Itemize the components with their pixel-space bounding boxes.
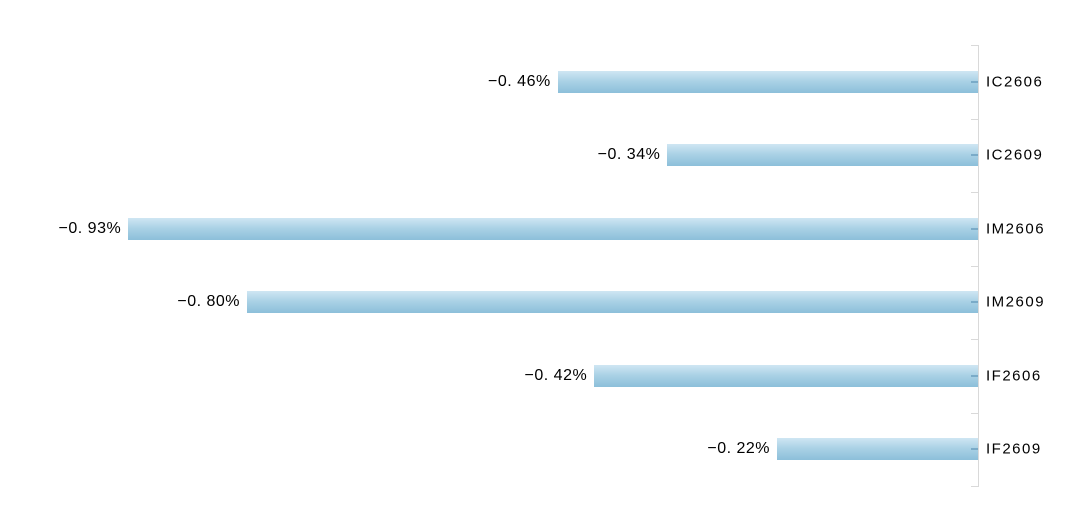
axis-tick [971,265,978,267]
bar-row-im2609: −0. 80% IM2609 [0,266,1080,340]
category-axis-line [978,45,979,487]
bar-row-im2606: −0. 93% IM2606 [0,192,1080,266]
bar-if2606 [594,364,978,387]
category-label-if2609: IF2609 [986,440,1042,458]
value-label-ic2609: −0. 34% [597,146,661,164]
value-label-ic2606: −0. 46% [488,72,551,90]
category-label-im2609: IM2609 [986,293,1046,311]
category-label-ic2606: IC2606 [986,73,1044,91]
axis-tick [971,192,978,193]
category-label-ic2609: IC2609 [986,146,1044,164]
value-label-im2606: −0. 93% [58,219,122,237]
axis-tick [971,45,978,46]
bar-ic2609 [667,144,978,167]
value-label-im2609: −0. 80% [177,293,240,311]
bar-row-if2609: −0. 22% IF2609 [0,413,1080,487]
bar-im2609 [247,291,978,314]
axis-tick [971,412,978,414]
bar-row-if2606: −0. 42% IF2606 [0,339,1080,413]
axis-tick [971,486,978,487]
axis-tick [971,118,978,120]
bar-if2609 [777,438,978,461]
axis-tick [971,339,978,340]
category-label-if2606: IF2606 [986,367,1042,385]
bar-im2606 [128,217,978,240]
bar-ic2606 [557,70,978,93]
value-label-if2609: −0. 22% [707,440,770,458]
bar-row-ic2609: −0. 34% IC2609 [0,119,1080,193]
bar-row-ic2606: −0. 46% IC2606 [0,45,1080,119]
category-label-im2606: IM2606 [986,220,1046,238]
value-label-if2606: −0. 42% [524,366,588,384]
